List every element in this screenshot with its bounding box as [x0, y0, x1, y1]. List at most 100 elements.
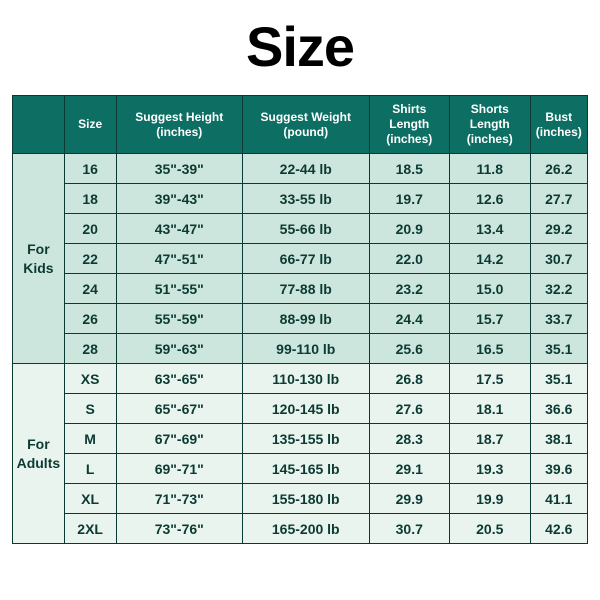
cell-height: 71"-73" — [116, 484, 243, 514]
table-row: L69"-71"145-165 lb29.119.339.6 — [13, 454, 588, 484]
cell-shorts: 19.9 — [450, 484, 531, 514]
cell-weight: 77-88 lb — [243, 274, 370, 304]
cell-shorts: 19.3 — [450, 454, 531, 484]
cell-size: 2XL — [64, 514, 116, 544]
cell-height: 65"-67" — [116, 394, 243, 424]
cell-shorts: 11.8 — [450, 154, 531, 184]
table-row: 2655"-59"88-99 lb24.415.733.7 — [13, 304, 588, 334]
cell-size: L — [64, 454, 116, 484]
cell-size: 16 — [64, 154, 116, 184]
cell-shorts: 16.5 — [450, 334, 531, 364]
cell-shorts: 12.6 — [450, 184, 531, 214]
cell-shirts: 24.4 — [369, 304, 450, 334]
column-header-label: Size — [78, 117, 102, 131]
cell-weight: 33-55 lb — [243, 184, 370, 214]
column-header-label: Shorts Length — [470, 102, 510, 131]
table-body: ForKids1635"-39"22-44 lb18.511.826.21839… — [13, 154, 588, 544]
table-row: 2XL73"-76"165-200 lb30.720.542.6 — [13, 514, 588, 544]
table-row: 1839"-43"33-55 lb19.712.627.7 — [13, 184, 588, 214]
column-header: Bust(inches) — [530, 96, 588, 154]
cell-shirts: 22.0 — [369, 244, 450, 274]
cell-shirts: 18.5 — [369, 154, 450, 184]
cell-bust: 26.2 — [530, 154, 588, 184]
table-row: 2043"-47"55-66 lb20.913.429.2 — [13, 214, 588, 244]
cell-bust: 35.1 — [530, 364, 588, 394]
column-header-label: Suggest Height — [135, 110, 223, 124]
cell-weight: 135-155 lb — [243, 424, 370, 454]
column-header: Suggest Height(inches) — [116, 96, 243, 154]
group-label: ForKids — [13, 154, 65, 364]
cell-size: S — [64, 394, 116, 424]
table-row: ForKids1635"-39"22-44 lb18.511.826.2 — [13, 154, 588, 184]
cell-shorts: 20.5 — [450, 514, 531, 544]
column-header-sub: (inches) — [372, 132, 448, 147]
group-label-line: For — [15, 240, 62, 258]
cell-shorts: 14.2 — [450, 244, 531, 274]
cell-size: 18 — [64, 184, 116, 214]
cell-size: 26 — [64, 304, 116, 334]
cell-shirts: 29.1 — [369, 454, 450, 484]
cell-shirts: 23.2 — [369, 274, 450, 304]
cell-bust: 36.6 — [530, 394, 588, 424]
cell-height: 35"-39" — [116, 154, 243, 184]
cell-shorts: 15.7 — [450, 304, 531, 334]
cell-bust: 27.7 — [530, 184, 588, 214]
column-header: Suggest Weight(pound) — [243, 96, 370, 154]
cell-height: 63"-65" — [116, 364, 243, 394]
cell-height: 51"-55" — [116, 274, 243, 304]
cell-shirts: 20.9 — [369, 214, 450, 244]
table-row: XL71"-73"155-180 lb29.919.941.1 — [13, 484, 588, 514]
cell-size: 22 — [64, 244, 116, 274]
size-chart-container: Size SizeSuggest Height(inches)Suggest W… — [0, 0, 600, 554]
cell-weight: 66-77 lb — [243, 244, 370, 274]
cell-bust: 38.1 — [530, 424, 588, 454]
cell-weight: 120-145 lb — [243, 394, 370, 424]
cell-weight: 22-44 lb — [243, 154, 370, 184]
column-header-sub: (pound) — [245, 125, 367, 140]
cell-shirts: 30.7 — [369, 514, 450, 544]
cell-size: XL — [64, 484, 116, 514]
table-row: 2451"-55"77-88 lb23.215.032.2 — [13, 274, 588, 304]
cell-height: 43"-47" — [116, 214, 243, 244]
cell-size: 28 — [64, 334, 116, 364]
cell-size: XS — [64, 364, 116, 394]
group-label: ForAdults — [13, 364, 65, 544]
cell-size: 20 — [64, 214, 116, 244]
cell-shirts: 19.7 — [369, 184, 450, 214]
column-header-sub: (inches) — [452, 132, 528, 147]
page-title: Size — [12, 14, 588, 79]
table-row: M67"-69"135-155 lb28.318.738.1 — [13, 424, 588, 454]
cell-shirts: 27.6 — [369, 394, 450, 424]
cell-shirts: 26.8 — [369, 364, 450, 394]
cell-bust: 32.2 — [530, 274, 588, 304]
cell-height: 67"-69" — [116, 424, 243, 454]
cell-weight: 99-110 lb — [243, 334, 370, 364]
column-header: Shirts Length(inches) — [369, 96, 450, 154]
cell-shirts: 29.9 — [369, 484, 450, 514]
cell-shorts: 18.1 — [450, 394, 531, 424]
cell-shorts: 17.5 — [450, 364, 531, 394]
cell-shorts: 15.0 — [450, 274, 531, 304]
cell-bust: 42.6 — [530, 514, 588, 544]
cell-height: 47"-51" — [116, 244, 243, 274]
cell-bust: 33.7 — [530, 304, 588, 334]
cell-height: 39"-43" — [116, 184, 243, 214]
column-header: Shorts Length(inches) — [450, 96, 531, 154]
cell-size: M — [64, 424, 116, 454]
column-header-label: Suggest Weight — [261, 110, 351, 124]
cell-weight: 145-165 lb — [243, 454, 370, 484]
size-table: SizeSuggest Height(inches)Suggest Weight… — [12, 95, 588, 544]
table-row: 2859"-63"99-110 lb25.616.535.1 — [13, 334, 588, 364]
column-header — [13, 96, 65, 154]
cell-height: 59"-63" — [116, 334, 243, 364]
table-row: S65"-67"120-145 lb27.618.136.6 — [13, 394, 588, 424]
group-label-line: Adults — [15, 454, 62, 472]
cell-bust: 30.7 — [530, 244, 588, 274]
cell-shirts: 28.3 — [369, 424, 450, 454]
group-label-line: For — [15, 435, 62, 453]
cell-shorts: 13.4 — [450, 214, 531, 244]
cell-height: 73"-76" — [116, 514, 243, 544]
column-header-label: Shirts Length — [389, 102, 429, 131]
cell-bust: 41.1 — [530, 484, 588, 514]
column-header-sub: (inches) — [119, 125, 241, 140]
